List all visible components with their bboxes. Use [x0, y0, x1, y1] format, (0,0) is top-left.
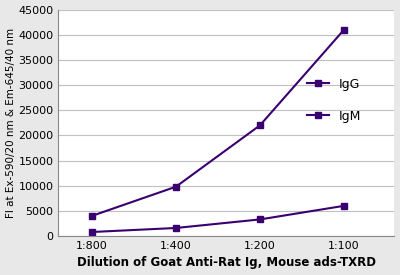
- IgG: [258, 124, 262, 127]
- Y-axis label: FI at Ex-590/20 nm & Em-645/40 nm: FI at Ex-590/20 nm & Em-645/40 nm: [6, 28, 16, 218]
- IgM: [258, 218, 262, 221]
- Legend: IgG, IgM: IgG, IgM: [306, 78, 362, 123]
- IgG: [342, 28, 346, 31]
- X-axis label: Dilution of Goat Anti-Rat Ig, Mouse ads-TXRD: Dilution of Goat Anti-Rat Ig, Mouse ads-…: [77, 257, 376, 269]
- IgM: [174, 226, 178, 230]
- Line: IgM: IgM: [89, 203, 347, 235]
- IgM: [90, 230, 94, 234]
- IgM: [342, 204, 346, 207]
- IgG: [90, 214, 94, 218]
- IgG: [174, 185, 178, 188]
- Line: IgG: IgG: [89, 27, 347, 219]
